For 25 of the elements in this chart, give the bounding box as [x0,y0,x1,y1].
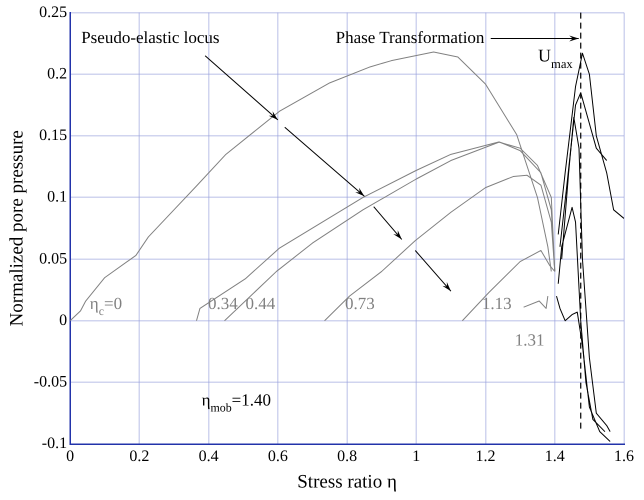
x-tick-label: 0.6 [268,448,288,465]
x-tick-label: 0.2 [129,448,150,465]
y-tick-label: -0.05 [34,374,68,391]
y-tick-label: 0 [59,312,68,329]
series-label: 1.31 [514,330,544,350]
annotation: Pseudo-elastic locus [81,28,220,47]
annotation: Phase Transformation [336,28,485,47]
y-tick-label: 0.1 [47,188,68,206]
y-tick-label: -0.1 [42,435,68,452]
y-tick-label: 0.2 [47,65,68,82]
series-label: 0.44 [246,294,276,313]
series-label: 1.13 [482,294,512,313]
series-label: 0.73 [345,294,375,313]
y-tick-label: 0.15 [39,127,68,144]
x-tick-label: 1 [412,448,420,465]
y-tick-label: 0.05 [39,250,68,268]
x-tick-label: 1.2 [476,448,496,465]
y-axis-title: Normalized pore pressure [6,130,28,326]
x-axis-title: Stress ratio η [297,472,397,493]
x-tick-label: 0.8 [337,448,358,465]
x-tick-label: 1.4 [544,448,565,465]
x-tick-label: 1.6 [614,448,634,465]
x-tick-label: 0.4 [198,448,219,465]
y-tick-label: 0.25 [39,4,68,21]
series-label: 0.34 [208,294,238,313]
